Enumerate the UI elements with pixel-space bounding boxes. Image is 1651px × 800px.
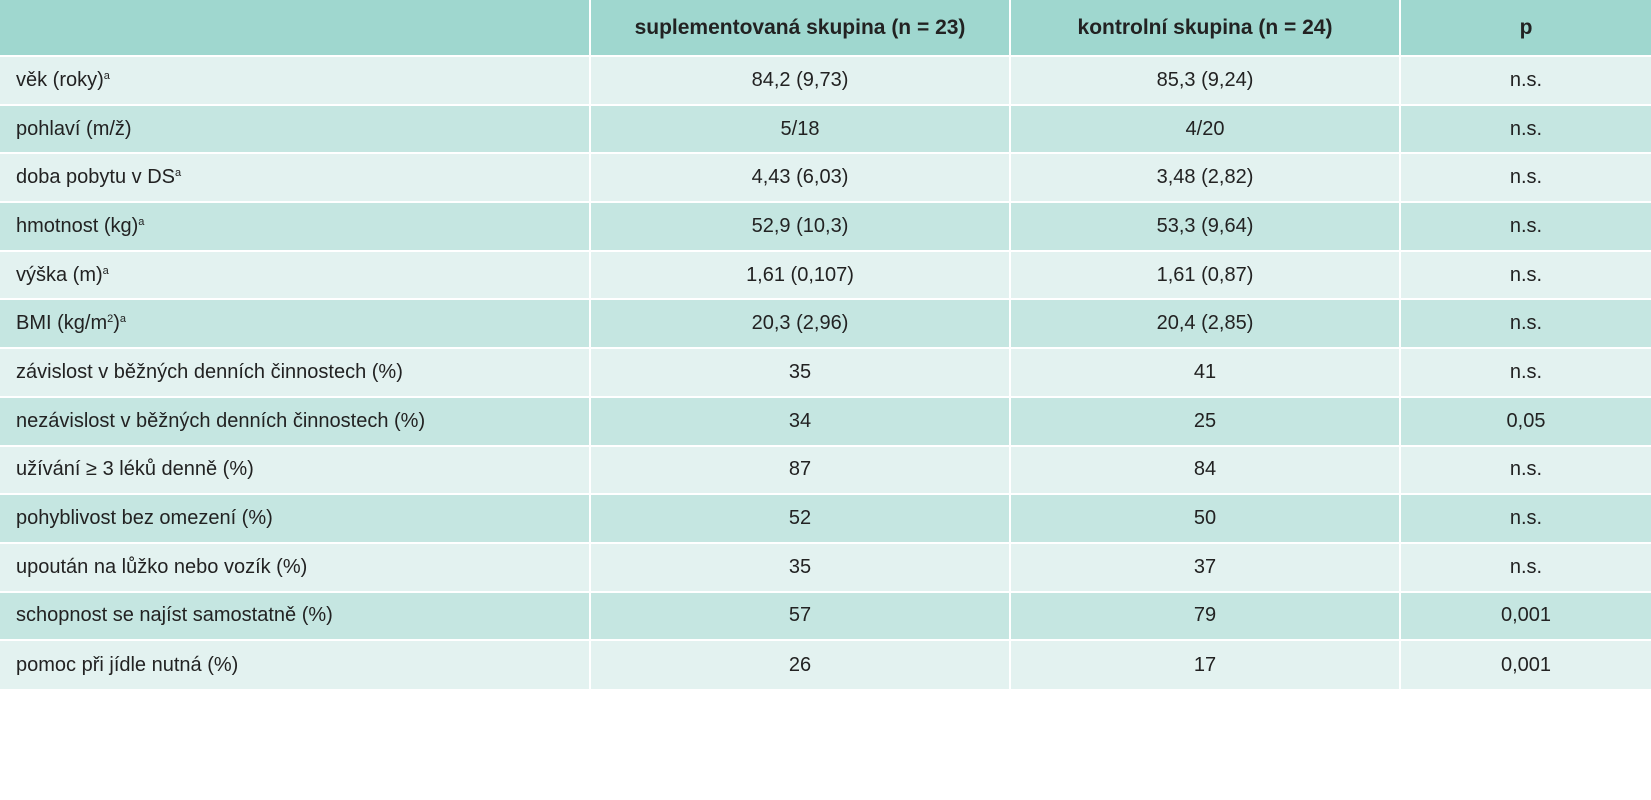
cell-control: 50	[1010, 493, 1401, 543]
cell-p-value: n.s.	[1400, 541, 1651, 592]
row-label: doba pobytu v DSa	[0, 152, 591, 203]
row-label: hmotnost (kg)a	[0, 201, 591, 251]
header-row: suplementovaná skupina (n = 23) kontroln…	[0, 0, 1651, 56]
table-row: pohyblivost bez omezení (%) 52 50 n.s.	[0, 493, 1651, 543]
row-label-text: závislost v běžných denních činnostech (…	[16, 360, 403, 383]
row-label-superscript: 2	[107, 313, 114, 326]
cell-p-value: n.s.	[1400, 103, 1651, 154]
row-label-text: pomoc při jídle nutná (%)	[16, 653, 239, 676]
cell-p-value: n.s.	[1400, 152, 1651, 203]
cell-supplemented: 35	[590, 541, 1011, 592]
header-label-column	[0, 0, 591, 56]
row-label-text: schopnost se najíst samostatně (%)	[16, 604, 333, 627]
table-row: pomoc při jídle nutná (%) 26 17 0,001	[0, 639, 1651, 689]
cell-control: 84	[1010, 444, 1401, 495]
cell-supplemented: 57	[590, 590, 1011, 641]
table-row: nezávislost v běžných denních činnostech…	[0, 395, 1651, 446]
row-label: upoután na lůžko nebo vozík (%)	[0, 541, 591, 592]
row-label-text: věk (roky)	[16, 68, 104, 91]
row-label: schopnost se najíst samostatně (%)	[0, 590, 591, 641]
table-row: upoután na lůžko nebo vozík (%) 35 37 n.s.	[0, 541, 1651, 592]
row-label: výška (m)a	[0, 249, 591, 300]
cell-supplemented: 52,9 (10,3)	[590, 201, 1011, 251]
row-label: pohyblivost bez omezení (%)	[0, 493, 591, 543]
cell-control: 4/20	[1010, 103, 1401, 154]
row-label: užívání ≥ 3 léků denně (%)	[0, 444, 591, 495]
row-label-suffix: )	[113, 312, 120, 335]
cell-supplemented: 87	[590, 444, 1011, 495]
cell-p-value: n.s.	[1400, 249, 1651, 300]
row-label: pohlaví (m/ž)	[0, 103, 591, 154]
cell-p-value: n.s.	[1400, 493, 1651, 543]
table-row: schopnost se najíst samostatně (%) 57 79 0,…	[0, 590, 1651, 641]
cell-control: 25	[1010, 395, 1401, 446]
cell-supplemented: 34	[590, 395, 1011, 446]
row-label-text: pohyblivost bez omezení (%)	[16, 507, 273, 530]
cell-supplemented: 35	[590, 347, 1011, 397]
cell-supplemented: 84,2 (9,73)	[590, 55, 1011, 105]
row-label-text: upoután na lůžko nebo vozík (%)	[16, 555, 308, 578]
row-label-superscript: a	[138, 215, 145, 228]
row-label-superscript: a	[102, 264, 109, 277]
table-row: užívání ≥ 3 léků denně (%) 87 84 n.s.	[0, 444, 1651, 495]
cell-p-value: n.s.	[1400, 55, 1651, 105]
cell-p-value: n.s.	[1400, 201, 1651, 251]
cell-control: 17	[1010, 639, 1401, 689]
row-label-text: BMI (kg/m	[16, 312, 108, 335]
header-supplemented-group: suplementovaná skupina (n = 23)	[590, 0, 1011, 56]
cell-p-value: 0,001	[1400, 639, 1651, 689]
table-body: věk (roky)a 84,2 (9,73) 85,3 (9,24) n.s. poh…	[0, 55, 1651, 689]
cell-supplemented: 26	[590, 639, 1011, 689]
cell-control: 79	[1010, 590, 1401, 641]
table-row: doba pobytu v DSa 4,43 (6,03) 3,48 (2,82) n…	[0, 152, 1651, 203]
cell-supplemented: 5/18	[590, 103, 1011, 154]
cell-p-value: n.s.	[1400, 444, 1651, 495]
cell-control: 37	[1010, 541, 1401, 592]
table-header: suplementovaná skupina (n = 23) kontroln…	[0, 0, 1651, 56]
cell-p-value: n.s.	[1400, 347, 1651, 397]
row-label-text: nezávislost v běžných denních činnostech…	[16, 409, 426, 432]
cell-control: 53,3 (9,64)	[1010, 201, 1401, 251]
cell-control: 85,3 (9,24)	[1010, 55, 1401, 105]
cell-p-value: 0,001	[1400, 590, 1651, 641]
row-label: věk (roky)a	[0, 55, 591, 105]
row-label-superscript: a	[103, 69, 110, 82]
row-label-text: užívání ≥ 3 léků denně (%)	[16, 458, 254, 481]
table-row: výška (m)a 1,61 (0,107) 1,61 (0,87) n.s.	[0, 249, 1651, 300]
table-row: BMI (kg/m2)a 20,3 (2,96) 20,4 (2,85) n.s.	[0, 298, 1651, 349]
cell-supplemented: 52	[590, 493, 1011, 543]
row-label: závislost v běžných denních činnostech (…	[0, 347, 591, 397]
row-label-text: hmotnost (kg)	[16, 214, 139, 237]
cell-supplemented: 4,43 (6,03)	[590, 152, 1011, 203]
row-label-text: výška (m)	[16, 263, 103, 286]
cell-control: 20,4 (2,85)	[1010, 298, 1401, 349]
table-row: závislost v běžných denních činnostech (…	[0, 347, 1651, 397]
cell-control: 1,61 (0,87)	[1010, 249, 1401, 300]
characteristics-table: suplementovaná skupina (n = 23) kontroln…	[0, 0, 1651, 689]
row-label-text: doba pobytu v DS	[16, 166, 175, 189]
row-label-text: pohlaví (m/ž)	[16, 117, 132, 140]
row-label: BMI (kg/m2)a	[0, 298, 591, 349]
cell-supplemented: 1,61 (0,107)	[590, 249, 1011, 300]
header-p-value: p	[1400, 0, 1651, 56]
cell-control: 41	[1010, 347, 1401, 397]
row-label-footnote-marker: a	[119, 313, 127, 326]
row-label: nezávislost v běžných denních činnostech…	[0, 395, 591, 446]
row-label: pomoc při jídle nutná (%)	[0, 639, 591, 689]
header-control-group: kontrolní skupina (n = 24)	[1010, 0, 1401, 56]
cell-supplemented: 20,3 (2,96)	[590, 298, 1011, 349]
table-row: věk (roky)a 84,2 (9,73) 85,3 (9,24) n.s.	[0, 55, 1651, 105]
table-row: pohlaví (m/ž) 5/18 4/20 n.s.	[0, 103, 1651, 154]
row-label-superscript: a	[175, 167, 182, 180]
table-row: hmotnost (kg)a 52,9 (10,3) 53,3 (9,64) n.s.	[0, 201, 1651, 251]
cell-p-value: n.s.	[1400, 298, 1651, 349]
cell-p-value: 0,05	[1400, 395, 1651, 446]
cell-control: 3,48 (2,82)	[1010, 152, 1401, 203]
